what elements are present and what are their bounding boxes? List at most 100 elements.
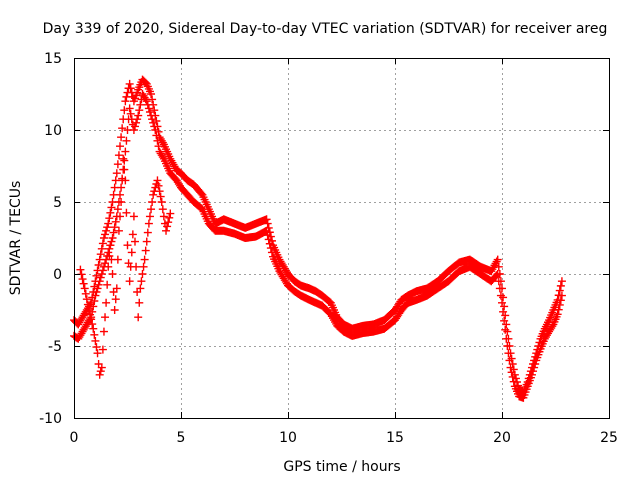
data-point — [117, 198, 126, 206]
data-point — [117, 183, 126, 192]
data-point — [132, 262, 141, 271]
data-point — [527, 370, 536, 379]
data-point — [106, 241, 115, 250]
data-point — [90, 297, 99, 305]
data-point — [555, 300, 564, 309]
data-point — [93, 349, 102, 358]
data-point — [153, 176, 162, 185]
data-point — [166, 209, 175, 218]
data-point — [136, 100, 145, 109]
data-point — [133, 115, 142, 124]
data-point — [158, 205, 167, 214]
data-point — [86, 310, 95, 319]
data-point — [129, 212, 138, 221]
data-point — [120, 165, 129, 174]
data-point — [531, 360, 540, 368]
data-point — [143, 228, 152, 237]
data-point — [120, 156, 129, 165]
data-point — [135, 106, 144, 115]
data-point — [120, 106, 129, 115]
data-point — [155, 187, 164, 196]
data-point — [159, 212, 168, 221]
data-point — [114, 151, 123, 160]
data-point — [494, 277, 503, 286]
data-point — [139, 262, 148, 271]
data-point — [142, 97, 151, 106]
data-point — [505, 356, 514, 365]
data-point — [126, 84, 135, 93]
data-point — [113, 205, 122, 214]
data-point — [150, 106, 159, 115]
data-point — [121, 97, 130, 106]
data-point — [102, 226, 111, 235]
data-point — [263, 219, 272, 228]
data-point — [149, 118, 158, 127]
data-point — [79, 279, 88, 288]
data-point — [154, 142, 163, 151]
data-point — [158, 138, 167, 147]
data-point — [147, 90, 156, 98]
data-point — [121, 176, 130, 185]
data-point — [121, 147, 130, 156]
data-point — [83, 300, 92, 309]
data-point — [147, 111, 156, 120]
data-point — [137, 277, 146, 286]
data-point — [507, 368, 516, 377]
data-point — [116, 212, 125, 221]
axis-ticks: 0 5 10 15 20 25 -10 -5 0 5 10 15 — [39, 51, 618, 446]
data-point — [92, 288, 101, 296]
data-point — [127, 248, 136, 257]
data-point — [82, 295, 91, 304]
data-point — [98, 345, 107, 354]
data-point — [117, 133, 126, 142]
data-point — [130, 237, 139, 246]
data-point — [145, 212, 154, 221]
data-point — [92, 271, 101, 280]
data-point — [97, 363, 106, 372]
y-tick-label: -10 — [39, 411, 62, 427]
data-point — [556, 281, 565, 290]
data-point — [148, 198, 157, 206]
data-point — [90, 330, 99, 339]
data-point — [94, 261, 103, 269]
data-point — [91, 336, 100, 345]
data-point — [148, 115, 157, 124]
data-point — [104, 219, 113, 228]
data-point — [96, 367, 105, 376]
data-point — [163, 222, 172, 231]
data-point — [556, 296, 565, 305]
plot-frame — [74, 58, 610, 419]
data-point — [493, 270, 502, 278]
data-point — [264, 235, 273, 244]
data-point — [113, 255, 122, 264]
data-point — [151, 126, 160, 134]
x-tick-label: 20 — [493, 430, 511, 446]
data-point — [125, 79, 134, 88]
data-point — [112, 169, 121, 178]
data-point — [129, 126, 138, 134]
data-point — [84, 306, 93, 314]
data-point — [95, 277, 104, 286]
data-point — [104, 262, 113, 271]
data-point — [111, 217, 120, 226]
data-point — [134, 111, 143, 120]
data-point — [116, 142, 125, 151]
data-point — [548, 322, 557, 331]
data-point — [76, 265, 85, 274]
data-point — [557, 277, 566, 286]
data-point — [78, 275, 87, 284]
data-point — [506, 363, 515, 372]
data-point — [504, 349, 513, 358]
data-point — [509, 377, 518, 386]
data-point — [150, 122, 159, 131]
data-point — [262, 226, 271, 235]
data-point — [103, 280, 112, 289]
data-point — [128, 230, 137, 239]
data-point — [153, 136, 162, 145]
data-point — [112, 284, 121, 293]
data-point — [97, 244, 106, 253]
data-point — [553, 310, 562, 319]
data-point — [97, 270, 106, 278]
data-point — [107, 237, 116, 246]
data-point — [144, 104, 153, 113]
